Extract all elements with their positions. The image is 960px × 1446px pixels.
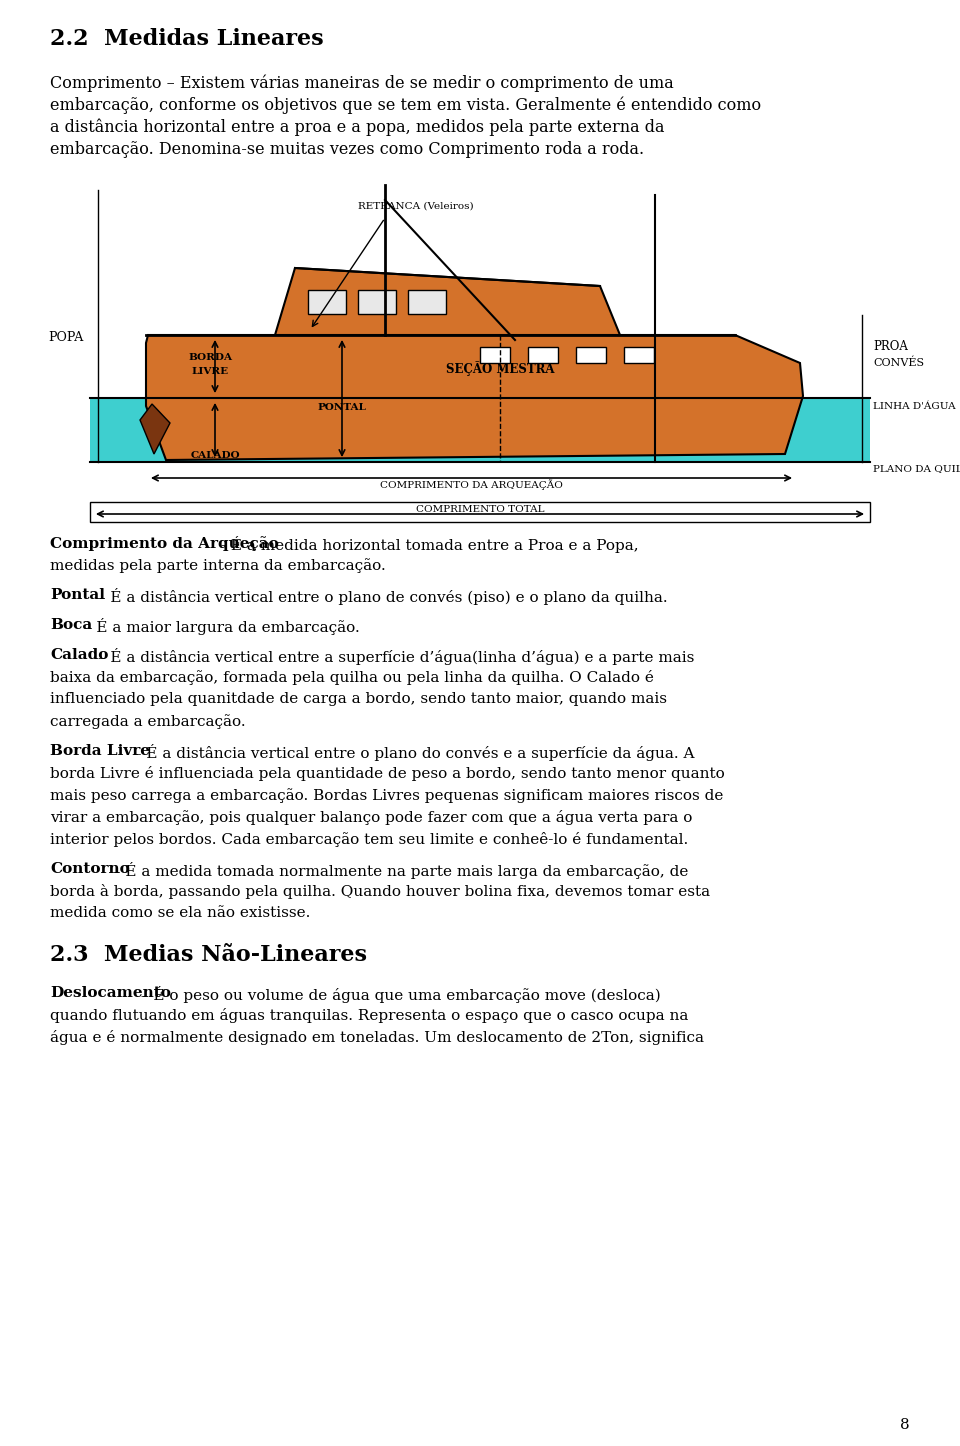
Bar [624,347,654,363]
Text: baixa da embarcação, formada pela quilha ou pela linha da quilha. O Calado é: baixa da embarcação, formada pela quilha… [50,669,654,685]
Text: 8: 8 [900,1419,910,1432]
Text: mais peso carrega a embarcação. Bordas Livres pequenas significam maiores riscos: mais peso carrega a embarcação. Bordas L… [50,788,724,803]
Text: 2.3  Medias Não-Lineares: 2.3 Medias Não-Lineares [50,944,367,966]
Text: Comprimento – Existem várias maneiras de se medir o comprimento de uma: Comprimento – Existem várias maneiras de… [50,75,674,93]
Text: carregada a embarcação.: carregada a embarcação. [50,714,246,729]
Text: BORDA: BORDA [188,353,232,362]
Bar [90,398,870,463]
Text: Boca: Boca [50,617,92,632]
Text: – É o peso ou volume de água que uma embarcação move (desloca): – É o peso ou volume de água que uma emb… [136,986,661,1004]
Bar [408,291,446,314]
Text: embarcação. Denomina-se muitas vezes como Comprimento roda a roda.: embarcação. Denomina-se muitas vezes com… [50,142,644,158]
Text: Comprimento da Arqueção: Comprimento da Arqueção [50,536,278,551]
Text: medidas pela parte interna da embarcação.: medidas pela parte interna da embarcação… [50,558,386,573]
Bar [480,347,510,363]
Text: – É a distância vertical entre a superfície d’água(linha d’água) e a parte mais: – É a distância vertical entre a superfí… [93,648,695,665]
Text: POPA: POPA [48,331,84,344]
Polygon shape [140,403,170,454]
Text: PONTAL: PONTAL [318,403,367,412]
Bar [528,347,558,363]
Text: virar a embarcação, pois qualquer balanço pode fazer com que a água verta para o: virar a embarcação, pois qualquer balanç… [50,810,692,826]
Text: CONVÉS: CONVÉS [873,357,924,367]
Text: interior pelos bordos. Cada embarcação tem seu limite e conheê-lo é fundamental.: interior pelos bordos. Cada embarcação t… [50,831,688,847]
Text: Pontal: Pontal [50,589,105,602]
Text: - É a medida horizontal tomada entre a Proa e a Popa,: - É a medida horizontal tomada entre a P… [216,536,638,552]
Bar [576,347,606,363]
Text: – É a medida tomada normalmente na parte mais larga da embarcação, de: – É a medida tomada normalmente na parte… [108,862,688,879]
Text: LIVRE: LIVRE [191,366,228,376]
Text: RETRANCA (Veleiros): RETRANCA (Veleiros) [358,202,473,211]
Text: Contorno: Contorno [50,862,130,876]
Polygon shape [146,335,803,460]
Text: influenciado pela quanitdade de carga a bordo, sendo tanto maior, quando mais: influenciado pela quanitdade de carga a … [50,693,667,706]
Text: Borda Livre: Borda Livre [50,745,150,758]
Text: água e é normalmente designado em toneladas. Um deslocamento de 2Ton, significa: água e é normalmente designado em tonela… [50,1030,704,1045]
Polygon shape [275,268,620,335]
Text: COMPRIMENTO TOTAL: COMPRIMENTO TOTAL [416,505,544,513]
Text: CALADO: CALADO [190,451,240,460]
Bar [308,291,346,314]
Text: – É a maior largura da embarcação.: – É a maior largura da embarcação. [79,617,360,635]
Bar [358,291,396,314]
Text: PROA: PROA [873,340,908,353]
Text: quando flutuando em águas tranquilas. Representa o espaço que o casco ocupa na: quando flutuando em águas tranquilas. Re… [50,1008,688,1022]
Bar [90,502,870,522]
Text: PLANO DA QUILHA: PLANO DA QUILHA [873,464,960,473]
Text: medida como se ela não existisse.: medida como se ela não existisse. [50,907,310,920]
Text: borda à borda, passando pela quilha. Quando houver bolina fixa, devemos tomar es: borda à borda, passando pela quilha. Qua… [50,884,710,899]
Text: COMPRIMENTO DA ARQUEAÇÃO: COMPRIMENTO DA ARQUEAÇÃO [380,479,563,490]
Text: a distância horizontal entre a proa e a popa, medidos pela parte externa da: a distância horizontal entre a proa e a … [50,119,664,136]
Text: embarcação, conforme os objetivos que se tem em vista. Geralmente é entendido co: embarcação, conforme os objetivos que se… [50,97,761,114]
Text: Calado: Calado [50,648,108,662]
Text: SEÇÃO MESTRA: SEÇÃO MESTRA [445,362,554,376]
Text: – É a distância vertical entre o plano do convés e a superfície da água. A: – É a distância vertical entre o plano d… [130,745,695,761]
Text: Deslocamento: Deslocamento [50,986,171,1001]
Text: 2.2  Medidas Lineares: 2.2 Medidas Lineares [50,27,324,51]
Text: – É a distância vertical entre o plano de convés (piso) e o plano da quilha.: – É a distância vertical entre o plano d… [93,589,668,604]
Text: LINHA D'ÁGUA: LINHA D'ÁGUA [873,402,955,411]
Text: borda Livre é influenciada pela quantidade de peso a bordo, sendo tanto menor qu: borda Livre é influenciada pela quantida… [50,766,725,781]
